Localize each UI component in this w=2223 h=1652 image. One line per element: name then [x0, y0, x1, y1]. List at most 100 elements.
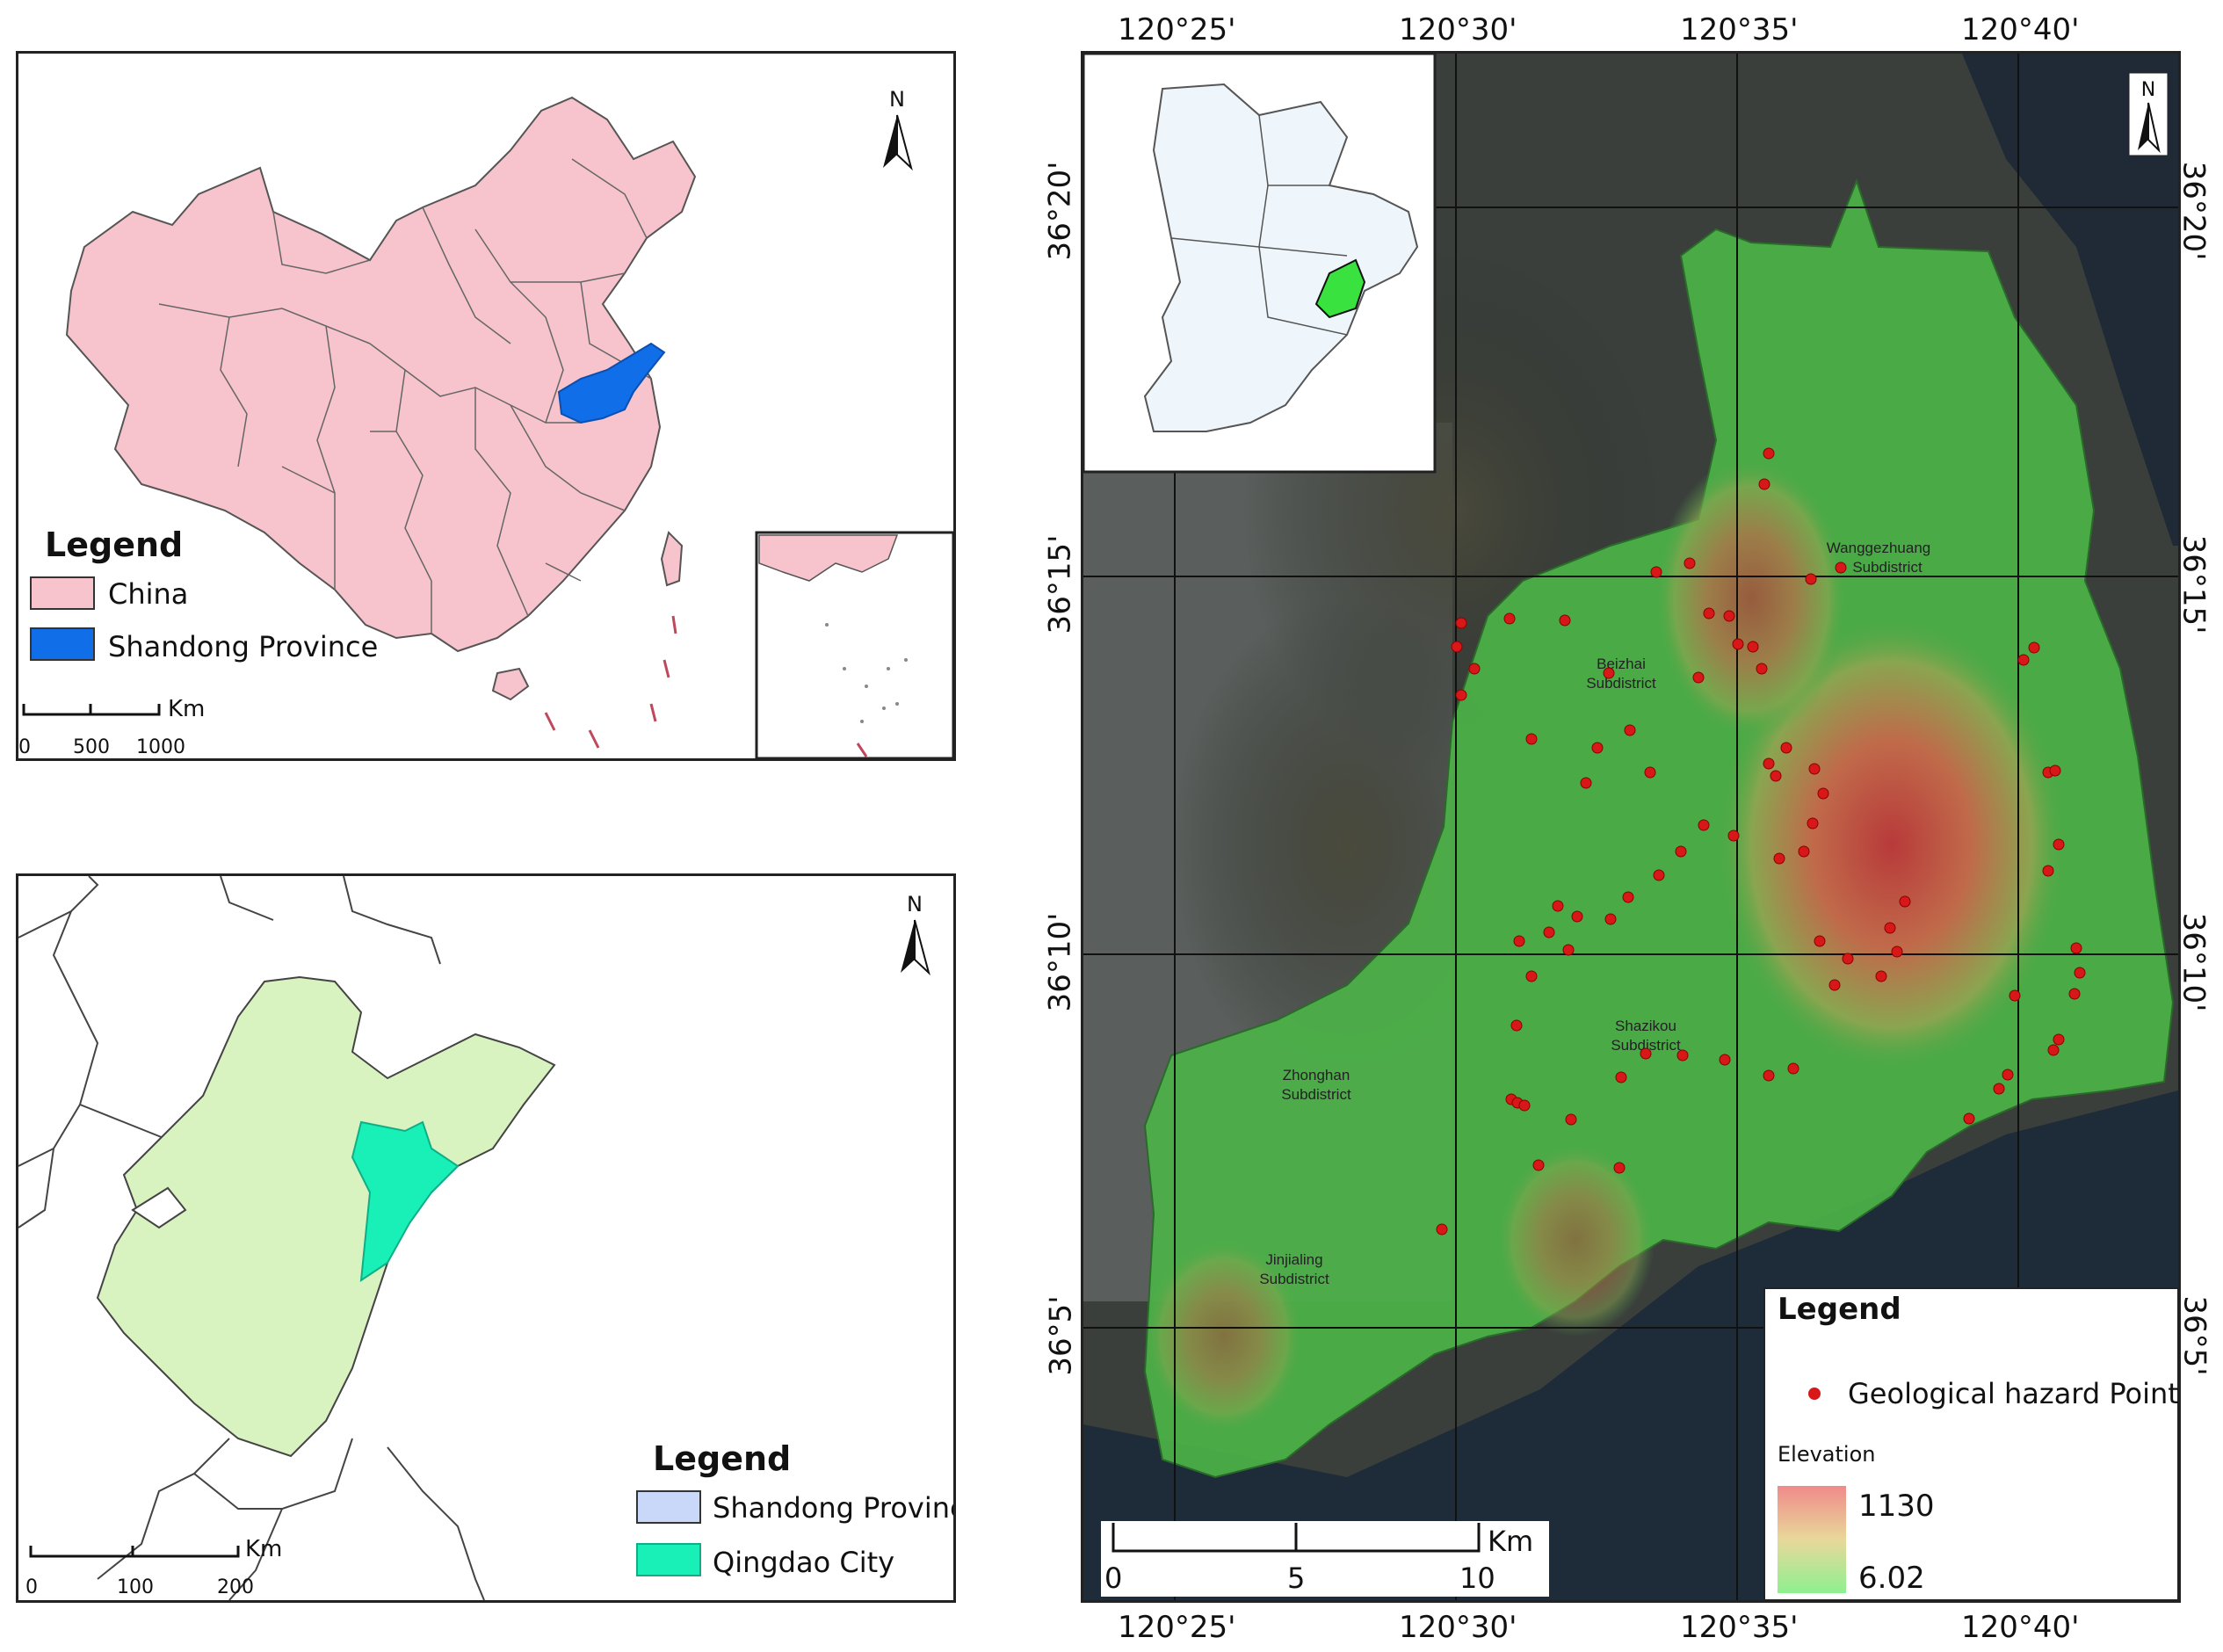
scale-unit: Km — [168, 696, 205, 722]
hazard-point — [1798, 845, 1810, 858]
legend-title: Legend — [1778, 1292, 1901, 1327]
hazard-point — [1835, 562, 1847, 574]
elevation-ridge-2 — [1496, 1143, 1655, 1337]
hazard-point — [2017, 654, 2030, 666]
hazard-point — [1763, 447, 1775, 460]
scale-tick-100: 100 — [117, 1576, 154, 1598]
china-map-panel: N Legend China Shandong Province Km 0 50… — [16, 51, 956, 761]
elevation-min: 6.02 — [1858, 1561, 1925, 1596]
hazard-point — [1807, 817, 1819, 830]
hazard-point — [1624, 724, 1636, 736]
hazard-point — [1842, 953, 1854, 965]
lon-label-top-1: 120°25' — [1118, 12, 1236, 47]
hazard-points — [1436, 447, 2086, 1235]
hazard-point — [1756, 663, 1768, 675]
scale-bar — [29, 1546, 240, 1558]
qingdao-inset-borders — [1170, 114, 1348, 336]
hazard-point — [1640, 1047, 1652, 1060]
hainan-island — [491, 667, 530, 701]
legend-swatch-shandong — [30, 627, 95, 661]
scale-tick-0: 0 — [1104, 1561, 1122, 1595]
hazard-point — [1455, 689, 1467, 701]
hazard-point — [1684, 557, 1696, 569]
qingdao-inset-outline — [1143, 83, 1419, 432]
hazard-point — [2002, 1069, 2014, 1081]
north-arrow-label: N — [907, 892, 923, 917]
neighbour-borders — [18, 876, 485, 1600]
north-arrow-label: N — [2141, 79, 2155, 101]
hazard-point — [1703, 607, 1715, 620]
lon-label-bottom-3: 120°35' — [1680, 1610, 1799, 1645]
place-label-shazikou-suffix: Subdistrict — [1611, 1037, 1681, 1054]
hazard-point — [1451, 641, 1463, 653]
hazard-point — [1747, 641, 1759, 653]
hazard-point — [1615, 1071, 1627, 1083]
hazard-point — [1455, 617, 1467, 629]
lat-label-left-4: 36°5' — [1043, 1295, 1079, 1376]
hazard-point — [1650, 566, 1662, 578]
hazard-point — [2068, 988, 2081, 1000]
north-arrow: N — [901, 892, 930, 976]
hazard-point — [1963, 1112, 1975, 1125]
hazard-point — [1436, 1223, 1448, 1235]
hazard-point — [1513, 935, 1525, 947]
shandong-province — [96, 975, 556, 1458]
place-label-zhonghan: Zhonghan — [1283, 1067, 1350, 1083]
legend-title: Legend — [653, 1439, 791, 1478]
lat-label-right-4: 36°5' — [2176, 1295, 2212, 1376]
shandong-map-panel: N Legend Shandong Province Qingdao City … — [16, 873, 956, 1603]
hazard-point — [1543, 926, 1555, 938]
hazard-point — [1814, 935, 1826, 947]
hazard-point — [1525, 733, 1538, 745]
hazard-point — [1653, 869, 1665, 881]
legend-hazard-symbol — [1808, 1388, 1821, 1400]
north-arrow: N — [883, 87, 913, 171]
hazard-point — [2028, 641, 2040, 654]
lon-label-top-3: 120°35' — [1680, 12, 1799, 47]
scale-tick-1000: 1000 — [136, 736, 185, 758]
hazard-point — [1817, 787, 1829, 800]
scale-bar-background — [1101, 1521, 1549, 1597]
laoshan-map-panel: N Wanggezhuang Subdistrict Beizhai Subdi… — [1081, 51, 2181, 1603]
place-label-shazikou: Shazikou — [1615, 1018, 1676, 1034]
lat-label-right-2: 36°15' — [2176, 534, 2212, 634]
hazard-point — [1884, 922, 1896, 934]
hazard-point — [1875, 970, 1887, 982]
legend-elevation-label: Elevation — [1778, 1442, 1875, 1467]
legend-label-shandong: Shandong Province — [713, 1491, 953, 1525]
hazard-point — [1770, 770, 1782, 782]
hazard-point — [1580, 777, 1592, 789]
place-label-zhonghan-suffix: Subdistrict — [1281, 1086, 1351, 1103]
lon-label-bottom-4: 120°40' — [1961, 1610, 2080, 1645]
scale-tick-5: 5 — [1287, 1561, 1305, 1595]
place-labels: Wanggezhuang Subdistrict Beizhai Subdist… — [1259, 540, 1930, 1287]
hazard-point — [1828, 979, 1841, 991]
hazard-point — [1603, 667, 1615, 679]
taiwan-island — [660, 531, 684, 587]
hazard-point — [1591, 742, 1604, 754]
hazard-point — [1780, 742, 1792, 754]
place-label-beizhai-suffix: Subdistrict — [1586, 675, 1656, 692]
hazard-point — [1510, 1019, 1523, 1032]
hazard-point — [1644, 766, 1656, 779]
lat-label-left-1: 36°20' — [1042, 161, 1078, 261]
scale-bar — [1112, 1523, 1481, 1553]
place-label-jinjialing: Jinjialing — [1265, 1251, 1322, 1268]
lat-label-right-1: 36°20' — [2176, 161, 2212, 261]
hazard-point — [2009, 989, 2021, 1002]
hazard-point — [1727, 830, 1740, 842]
lon-label-bottom-2: 120°30' — [1399, 1610, 1517, 1645]
hazard-point — [1559, 614, 1571, 627]
hazard-point — [1763, 757, 1775, 770]
scale-tick-500: 500 — [73, 736, 110, 758]
hazard-point — [1518, 1099, 1531, 1112]
hazard-point — [1503, 612, 1516, 625]
hazard-point — [1692, 671, 1705, 684]
nine-dash-line — [544, 615, 677, 749]
legend-label-qingdao: Qingdao City — [713, 1546, 894, 1579]
legend-hazard-label: Geological hazard Points — [1848, 1377, 2178, 1410]
hazard-point — [1562, 944, 1575, 956]
lat-label-left-3: 36°10' — [1042, 912, 1078, 1012]
qingdao-city — [351, 1120, 460, 1283]
sea-area — [1962, 54, 2178, 546]
